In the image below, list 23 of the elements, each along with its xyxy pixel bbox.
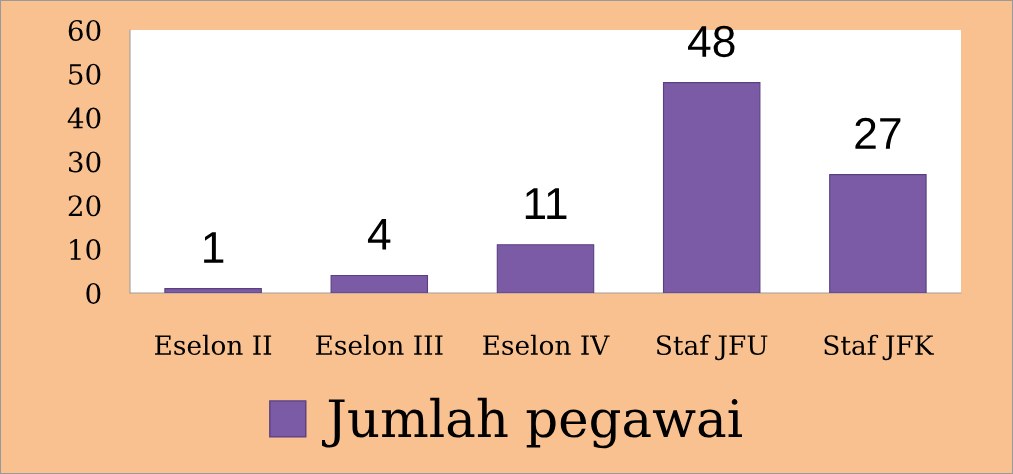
y-tick-label: 20: [68, 195, 101, 217]
x-tick-label: Staf JFK: [824, 334, 934, 361]
data-label: 11: [525, 188, 567, 219]
data-label: 48: [688, 25, 735, 58]
y-tick-label: 60: [68, 19, 101, 41]
data-label: 1: [204, 232, 224, 263]
y-tick-label: 30: [68, 151, 101, 173]
data-label: 27: [855, 117, 901, 149]
bar: [330, 274, 429, 293]
y-tick-label: 0: [86, 282, 101, 304]
y-tick-label: 40: [67, 107, 101, 129]
x-tick-label: Eselon III: [316, 334, 443, 356]
bar: [662, 82, 761, 293]
y-tick-label: 10: [70, 239, 101, 261]
data-label: 4: [367, 219, 391, 250]
bar: [496, 244, 595, 293]
x-tick-label: Eselon IV: [483, 334, 610, 356]
x-tick-label: Eselon II: [155, 334, 272, 356]
legend-label: Jumlah pegawai: [322, 397, 742, 449]
x-tick-label: Staf JFU: [657, 334, 768, 361]
bar: [164, 288, 262, 293]
y-tick-label: 50: [69, 63, 101, 85]
bar: [829, 174, 927, 293]
